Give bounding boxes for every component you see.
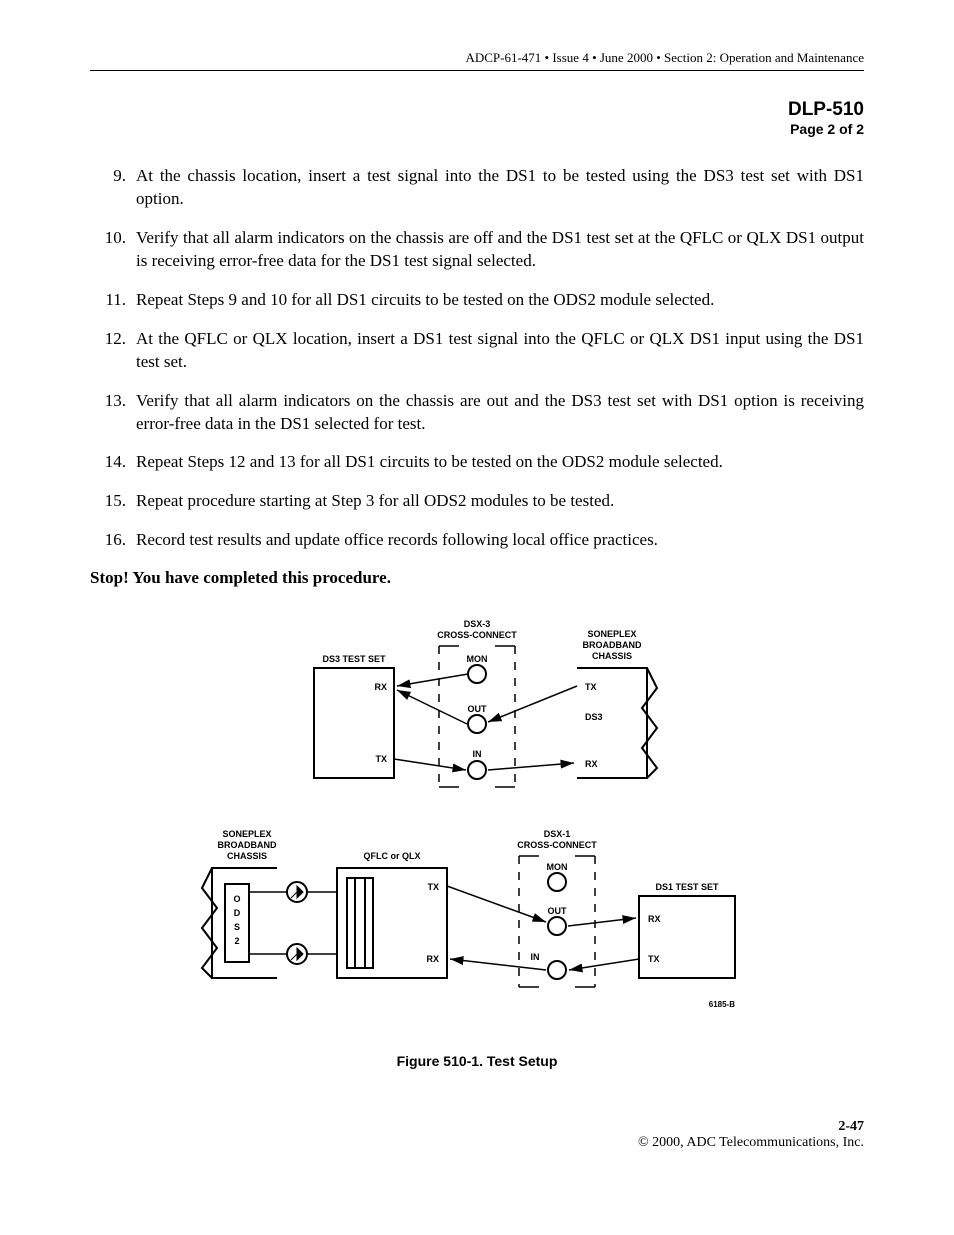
- test-setup-diagram: DSX-3 CROSS-CONNECT MON OUT IN DS3 TEST …: [177, 612, 777, 1032]
- qflc-label: QFLC or QLX: [364, 851, 421, 861]
- step-number: 11.: [90, 289, 136, 312]
- chassis-ds3-label: DS3: [585, 712, 603, 722]
- soneplex-label: CHASSIS: [592, 651, 632, 661]
- step-15: 15.Repeat procedure starting at Step 3 f…: [90, 490, 864, 513]
- dsx3-label: CROSS-CONNECT: [437, 630, 517, 640]
- step-9: 9.At the chassis location, insert a test…: [90, 165, 864, 211]
- mon-label: MON: [547, 862, 568, 872]
- soneplex-left-label: BROADBAND: [218, 840, 277, 850]
- in-label: IN: [473, 749, 482, 759]
- soneplex-left-label: SONEPLEX: [222, 829, 271, 839]
- rx-label: RX: [426, 954, 439, 964]
- step-text: Verify that all alarm indicators on the …: [136, 227, 864, 273]
- step-14: 14.Repeat Steps 12 and 13 for all DS1 ci…: [90, 451, 864, 474]
- step-number: 12.: [90, 328, 136, 374]
- step-16: 16.Record test results and update office…: [90, 529, 864, 552]
- soneplex-left-label: CHASSIS: [227, 851, 267, 861]
- footer: 2-47 © 2000, ADC Telecommunications, Inc…: [90, 1119, 864, 1151]
- step-number: 15.: [90, 490, 136, 513]
- step-text: At the chassis location, insert a test s…: [136, 165, 864, 211]
- page: ADCP-61-471 • Issue 4 • June 2000 • Sect…: [0, 0, 954, 1191]
- out-label: OUT: [548, 906, 568, 916]
- step-text: Repeat Steps 9 and 10 for all DS1 circui…: [136, 289, 864, 312]
- figure-caption: Figure 510-1. Test Setup: [90, 1053, 864, 1069]
- step-10: 10.Verify that all alarm indicators on t…: [90, 227, 864, 273]
- dsx1-label: CROSS-CONNECT: [517, 840, 597, 850]
- ods2-label: S: [234, 922, 240, 932]
- tx-label: TX: [427, 882, 439, 892]
- soneplex-label: BROADBAND: [583, 640, 642, 650]
- footer-page-number: 2-47: [90, 1119, 864, 1135]
- footer-copyright: © 2000, ADC Telecommunications, Inc.: [90, 1135, 864, 1151]
- step-number: 9.: [90, 165, 136, 211]
- ods2-label: D: [234, 908, 241, 918]
- chassis-tx-label: TX: [585, 682, 597, 692]
- ods2-label: O: [233, 894, 240, 904]
- figure-id: 6185-B: [709, 1000, 735, 1009]
- step-number: 10.: [90, 227, 136, 273]
- document-header: ADCP-61-471 • Issue 4 • June 2000 • Sect…: [90, 50, 864, 71]
- step-13: 13.Verify that all alarm indicators on t…: [90, 390, 864, 436]
- step-12: 12.At the QFLC or QLX location, insert a…: [90, 328, 864, 374]
- step-number: 16.: [90, 529, 136, 552]
- tx-label: TX: [375, 754, 387, 764]
- stop-notice: Stop! You have completed this procedure.: [90, 568, 864, 588]
- step-11: 11.Repeat Steps 9 and 10 for all DS1 cir…: [90, 289, 864, 312]
- out-label: OUT: [468, 704, 488, 714]
- soneplex-label: SONEPLEX: [587, 629, 636, 639]
- step-text: Verify that all alarm indicators on the …: [136, 390, 864, 436]
- step-text: At the QFLC or QLX location, insert a DS…: [136, 328, 864, 374]
- rx-label: RX: [648, 914, 661, 924]
- mon-label: MON: [467, 654, 488, 664]
- dlp-title: DLP-510: [90, 99, 864, 121]
- in-label: IN: [531, 952, 540, 962]
- procedure-steps: 9.At the chassis location, insert a test…: [90, 165, 864, 552]
- step-number: 14.: [90, 451, 136, 474]
- dlp-page: Page 2 of 2: [90, 121, 864, 137]
- figure-510-1: DSX-3 CROSS-CONNECT MON OUT IN DS3 TEST …: [90, 612, 864, 1069]
- dsx3-label: DSX-3: [464, 619, 491, 629]
- dsx1-label: DSX-1: [544, 829, 571, 839]
- step-number: 13.: [90, 390, 136, 436]
- step-text: Repeat procedure starting at Step 3 for …: [136, 490, 864, 513]
- rx-label: RX: [374, 682, 387, 692]
- ds3-test-set-label: DS3 TEST SET: [322, 654, 386, 664]
- tx-label: TX: [648, 954, 660, 964]
- ds1-test-set-label: DS1 TEST SET: [655, 882, 719, 892]
- ods2-label: 2: [234, 936, 239, 946]
- step-text: Record test results and update office re…: [136, 529, 864, 552]
- chassis-rx-label: RX: [585, 759, 598, 769]
- step-text: Repeat Steps 12 and 13 for all DS1 circu…: [136, 451, 864, 474]
